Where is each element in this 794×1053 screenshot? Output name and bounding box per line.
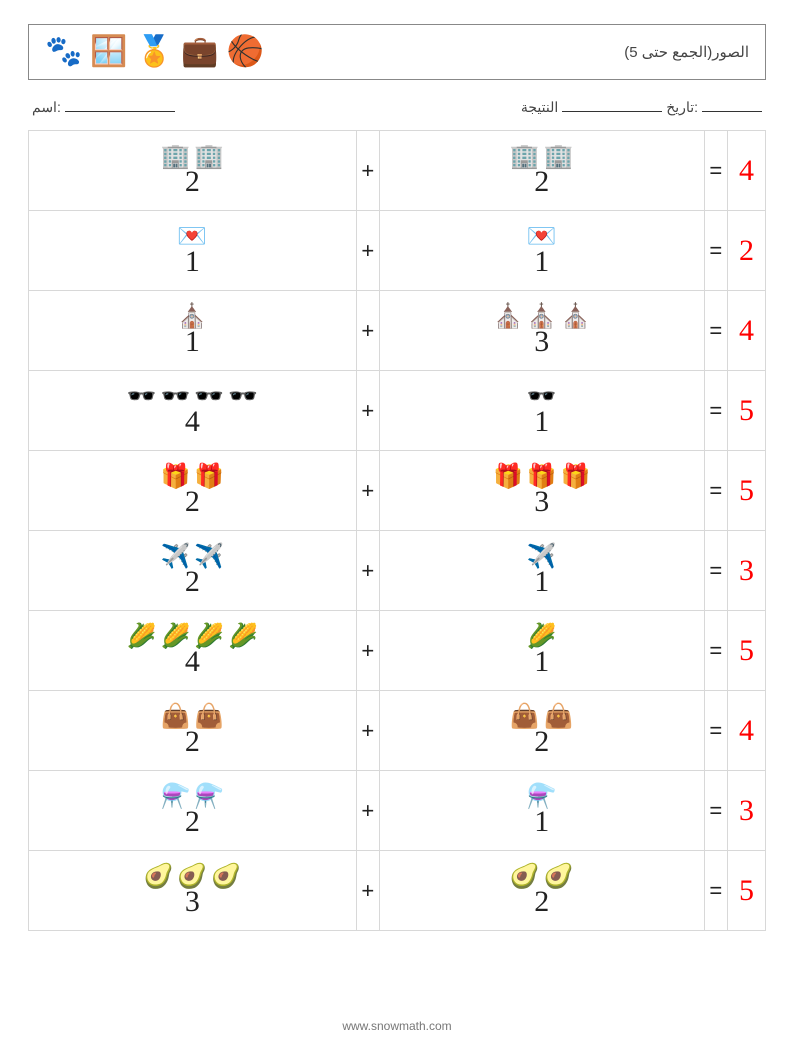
plus-operator: + — [356, 211, 379, 291]
operand-number: 3 — [185, 887, 200, 917]
operand-b: 🌽1 — [379, 611, 704, 691]
problem-row: ✈️✈️2+✈️1=3 — [29, 531, 766, 611]
operand-b: 🥑🥑2 — [379, 851, 704, 931]
operand-number: 1 — [185, 327, 200, 357]
header-icon: 🪟 — [90, 37, 127, 67]
operand-a: 🕶️🕶️🕶️🕶️4 — [29, 371, 357, 451]
date-label: تاريخ: — [666, 99, 698, 116]
plus-operator: + — [356, 611, 379, 691]
equals-operator: = — [704, 451, 727, 531]
operand-a: 🥑🥑🥑3 — [29, 851, 357, 931]
answer: 5 — [727, 611, 765, 691]
footer-url: www.snowmath.com — [0, 1019, 794, 1033]
operand-number: 2 — [185, 487, 200, 517]
operand-number: 2 — [185, 807, 200, 837]
operand-number: 1 — [534, 407, 549, 437]
equals-operator: = — [704, 771, 727, 851]
header-icon: 🏅 — [136, 37, 173, 67]
equals-operator: = — [704, 531, 727, 611]
operand-a: 🏢🏢2 — [29, 131, 357, 211]
operand-b: ✈️1 — [379, 531, 704, 611]
equals-operator: = — [704, 291, 727, 371]
equals-operator: = — [704, 371, 727, 451]
problem-row: ⚗️⚗️2+⚗️1=3 — [29, 771, 766, 851]
plus-operator: + — [356, 371, 379, 451]
plus-operator: + — [356, 691, 379, 771]
answer: 2 — [727, 211, 765, 291]
equals-operator: = — [704, 211, 727, 291]
operand-a: ⛪1 — [29, 291, 357, 371]
operand-a: ⚗️⚗️2 — [29, 771, 357, 851]
header-icon: 🐾 — [45, 37, 82, 67]
plus-operator: + — [356, 291, 379, 371]
operand-number: 1 — [534, 647, 549, 677]
operand-number: 2 — [534, 167, 549, 197]
operand-number: 1 — [534, 567, 549, 597]
operand-a: 💌1 — [29, 211, 357, 291]
operand-b: 🕶️1 — [379, 371, 704, 451]
operand-b: 👜👜2 — [379, 691, 704, 771]
answer: 5 — [727, 451, 765, 531]
operand-b: 💌1 — [379, 211, 704, 291]
equals-operator: = — [704, 611, 727, 691]
answer: 4 — [727, 131, 765, 211]
problem-row: 🎁🎁2+🎁🎁🎁3=5 — [29, 451, 766, 531]
answer: 3 — [727, 771, 765, 851]
form-row: اسم: النتيجة تاريخ: — [28, 98, 766, 116]
date-blank[interactable] — [702, 98, 762, 112]
problem-row: 🥑🥑🥑3+🥑🥑2=5 — [29, 851, 766, 931]
operand-number: 1 — [185, 247, 200, 277]
operand-number: 2 — [185, 567, 200, 597]
operand-a: 👜👜2 — [29, 691, 357, 771]
plus-operator: + — [356, 131, 379, 211]
operand-b: ⚗️1 — [379, 771, 704, 851]
answer: 4 — [727, 291, 765, 371]
answer: 4 — [727, 691, 765, 771]
problem-row: ⛪1+⛪⛪⛪3=4 — [29, 291, 766, 371]
operand-a: 🌽🌽🌽🌽4 — [29, 611, 357, 691]
plus-operator: + — [356, 531, 379, 611]
operand-number: 3 — [534, 327, 549, 357]
operand-number: 1 — [534, 247, 549, 277]
problems-table: 🏢🏢2+🏢🏢2=4💌1+💌1=2⛪1+⛪⛪⛪3=4🕶️🕶️🕶️🕶️4+🕶️1=5… — [28, 130, 766, 931]
header-icon: 🏀 — [226, 37, 263, 67]
operand-number: 4 — [185, 407, 200, 437]
header-icon: 💼 — [181, 37, 218, 67]
operand-number: 2 — [534, 887, 549, 917]
problem-row: 🏢🏢2+🏢🏢2=4 — [29, 131, 766, 211]
name-blank[interactable] — [65, 98, 175, 112]
problem-row: 👜👜2+👜👜2=4 — [29, 691, 766, 771]
problem-row: 💌1+💌1=2 — [29, 211, 766, 291]
answer: 5 — [727, 371, 765, 451]
equals-operator: = — [704, 851, 727, 931]
name-label: اسم: — [32, 99, 61, 116]
problem-row: 🌽🌽🌽🌽4+🌽1=5 — [29, 611, 766, 691]
operand-number: 2 — [185, 167, 200, 197]
score-label: النتيجة — [521, 99, 558, 116]
plus-operator: + — [356, 851, 379, 931]
answer: 5 — [727, 851, 765, 931]
equals-operator: = — [704, 131, 727, 211]
plus-operator: + — [356, 771, 379, 851]
operand-number: 3 — [534, 487, 549, 517]
operand-b: 🏢🏢2 — [379, 131, 704, 211]
equals-operator: = — [704, 691, 727, 771]
operand-number: 1 — [534, 807, 549, 837]
answer: 3 — [727, 531, 765, 611]
operand-number: 2 — [185, 727, 200, 757]
header-icons: 🐾 🪟 🏅 💼 🏀 — [45, 37, 264, 67]
operand-b: ⛪⛪⛪3 — [379, 291, 704, 371]
score-blank[interactable] — [562, 98, 662, 112]
operand-a: 🎁🎁2 — [29, 451, 357, 531]
header-box: 🐾 🪟 🏅 💼 🏀 (الجمع حتى 5)الصور — [28, 24, 766, 80]
problem-row: 🕶️🕶️🕶️🕶️4+🕶️1=5 — [29, 371, 766, 451]
worksheet-title: (الجمع حتى 5)الصور — [624, 43, 749, 61]
operand-a: ✈️✈️2 — [29, 531, 357, 611]
plus-operator: + — [356, 451, 379, 531]
operand-b: 🎁🎁🎁3 — [379, 451, 704, 531]
operand-number: 4 — [185, 647, 200, 677]
operand-number: 2 — [534, 727, 549, 757]
